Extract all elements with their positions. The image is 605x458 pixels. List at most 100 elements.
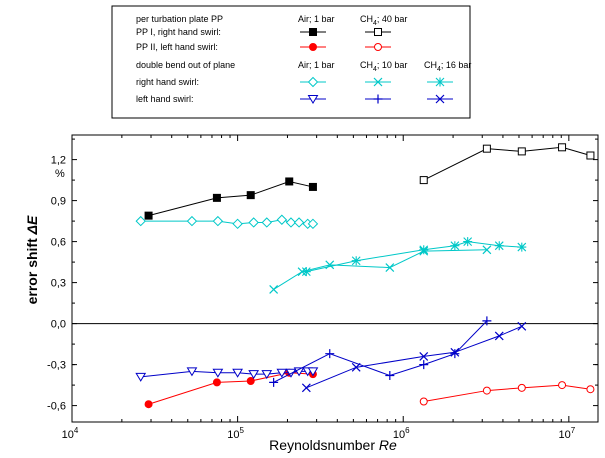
data-point-db_left_air <box>135 372 147 382</box>
y-tick-label: -0,6 <box>47 401 66 413</box>
legend-ch-rest: ; 10 bar <box>377 60 408 70</box>
legend-ch-text: CH <box>360 60 373 70</box>
data-point-pp1_air <box>308 182 317 191</box>
y-tick-label: 0,3 <box>51 278 66 290</box>
legend-col-air-1: Air; 1 bar <box>298 14 335 24</box>
data-point-db_left_ch4_16 <box>450 347 460 357</box>
data-point-db_right_ch4_10 <box>482 245 492 255</box>
data-point-db_left_air <box>212 368 224 378</box>
data-point-db_left_ch4_16 <box>419 351 429 361</box>
series-line-db_right_ch4_10 <box>273 249 487 290</box>
x-axis-title-text: Reynoldsnumber <box>269 437 379 453</box>
data-point-db_right_ch4_16 <box>419 245 429 255</box>
x-tick-exp: 4 <box>74 426 79 435</box>
legend-sample-marker <box>374 28 382 36</box>
legend-row-right: right hand swirl: <box>136 77 199 87</box>
legend-col-ch4-40: CH4; 40 bar <box>360 14 407 27</box>
y-tick-label: 1,2 <box>51 155 66 167</box>
data-point-db_left_ch4_16 <box>351 362 361 372</box>
legend-sample-marker <box>374 43 382 51</box>
data-point-db_right_ch4_16 <box>301 267 311 277</box>
data-point-db_left_ch4_16 <box>517 321 527 331</box>
legend-ch-text: CH <box>424 60 437 70</box>
data-point-db_right_ch4_16 <box>351 256 361 266</box>
y-axis-title-var: ΔE <box>24 215 40 235</box>
data-point-pp1_air <box>246 191 255 200</box>
data-point-pp1_ch4 <box>517 147 526 156</box>
y-tick-label: -0,3 <box>47 360 66 372</box>
series-line-db_left_ch4_10 <box>273 320 488 383</box>
data-point-db_left_ch4_10 <box>325 349 335 359</box>
data-point-pp2_air <box>246 377 255 385</box>
data-point-pp2_ch4 <box>482 386 491 395</box>
legend-col-air-1b: Air; 1 bar <box>298 60 335 70</box>
data-point-db_left_ch4_16 <box>301 383 311 393</box>
legend-sample-db_right_air <box>300 76 326 88</box>
data-point-db_left_ch4_10 <box>269 377 279 387</box>
data-point-db_right_ch4_10 <box>269 285 279 294</box>
data-point-db_right_air <box>293 217 305 228</box>
data-point-db_left_ch4_10 <box>450 349 460 359</box>
data-point-pp2_air <box>212 378 221 387</box>
data-point-pp2_ch4 <box>586 385 595 394</box>
legend-sample-marker <box>309 28 317 36</box>
x-tick-base: 10 <box>558 429 570 441</box>
series-line-pp1_ch4 <box>423 146 591 181</box>
data-point-db_left_ch4_10 <box>482 316 492 326</box>
legend-sample-marker <box>373 77 383 87</box>
data-point-db_right_air <box>276 214 288 225</box>
x-tick-base: 10 <box>393 429 405 441</box>
legend-sample-pp1_ch4 <box>365 28 391 36</box>
data-point-db_right_air <box>307 218 319 230</box>
data-point-pp1_air <box>144 211 153 220</box>
data-point-db_left_air <box>232 368 243 378</box>
series-layer <box>135 143 595 409</box>
data-point-db_right_ch4_16 <box>494 241 504 251</box>
legend-sub-4: 4 <box>373 66 377 73</box>
y-axis-title: error shift ΔE <box>24 215 40 304</box>
legend-ch-text: CH <box>360 14 373 24</box>
legend-sample-marker <box>435 77 445 87</box>
data-point-db_left_air <box>248 370 260 380</box>
data-point-pp2_ch4 <box>558 381 567 390</box>
data-point-db_right_air <box>135 215 146 227</box>
data-point-pp1_ch4 <box>586 151 595 160</box>
data-point-db_left_ch4_16 <box>494 331 504 341</box>
legend-samples <box>300 28 453 104</box>
series-line-db_right_ch4_16 <box>306 241 522 273</box>
legend-sample-db_left_ch4_10 <box>365 94 391 104</box>
data-point-db_left_air <box>307 367 319 377</box>
x-tick-label: 107 <box>558 426 575 441</box>
data-point-db_right_air <box>212 215 224 227</box>
data-point-pp2_ch4 <box>419 397 428 406</box>
series-line-pp2_air <box>148 372 313 405</box>
data-point-db_right_ch4_10 <box>385 263 395 272</box>
x-tick-base: 10 <box>227 429 239 441</box>
legend-sample-marker <box>435 94 445 104</box>
x-tick-exp: 6 <box>405 426 410 435</box>
legend-sub-4: 4 <box>437 66 441 73</box>
legend-sample-marker <box>307 76 319 88</box>
legend-sample-db_left_ch4_16 <box>427 94 453 104</box>
data-point-db_left_air <box>276 368 288 378</box>
legend-sample-pp2_ch4 <box>365 43 391 51</box>
data-point-pp2_ch4 <box>517 383 526 392</box>
legend-sample-db_right_ch4_16 <box>427 77 453 87</box>
series-db_left_air <box>135 367 319 382</box>
data-point-pp1_ch4 <box>482 144 491 153</box>
y-unit-label: % <box>55 168 65 180</box>
legend-sample-marker <box>307 95 319 104</box>
data-point-db_right_air <box>248 217 259 228</box>
series-db_right_ch4_16 <box>301 237 527 277</box>
x-tick-exp: 7 <box>571 426 576 435</box>
series-pp2_ch4 <box>419 381 595 406</box>
data-point-pp1_ch4 <box>419 176 428 185</box>
x-tick-exp: 5 <box>240 426 245 435</box>
y-tick-label: 0,0 <box>51 319 66 331</box>
series-db_left_ch4_10 <box>269 316 492 387</box>
legend-sample-db_right_ch4_10 <box>365 77 391 87</box>
plot-frame <box>71 134 599 423</box>
legend-ch-rest: ; 16 bar <box>441 60 472 70</box>
